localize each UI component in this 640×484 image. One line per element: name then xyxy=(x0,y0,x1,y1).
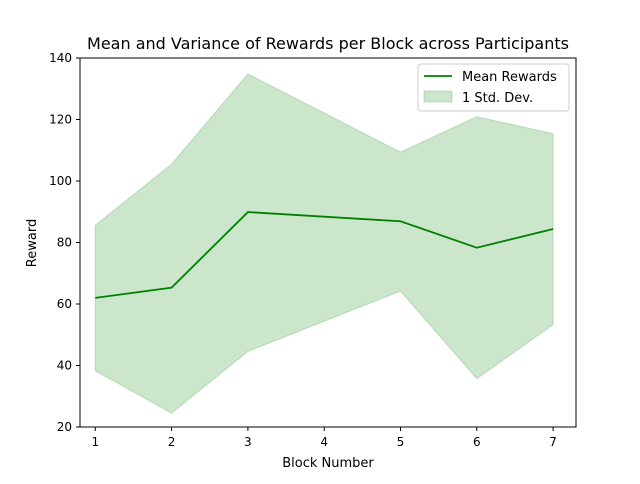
y-tick-label: 60 xyxy=(57,297,72,311)
x-axis-ticks: 1 2 3 4 5 6 7 xyxy=(91,427,557,449)
y-tick-label: 20 xyxy=(57,420,72,434)
x-axis-label: Block Number xyxy=(282,456,374,471)
legend-std-dev-swatch xyxy=(423,90,453,103)
x-tick-label: 7 xyxy=(549,435,557,449)
y-tick-label: 100 xyxy=(49,174,72,188)
y-tick-label: 120 xyxy=(49,113,72,127)
y-tick-label: 80 xyxy=(57,236,72,250)
y-axis-label: Reward xyxy=(25,219,40,267)
x-tick-label: 4 xyxy=(320,435,328,449)
plot-area: 1 2 3 4 5 6 7 20 40 60 80 100 120 140 xyxy=(49,51,577,449)
legend-std-dev-label: 1 Std. Dev. xyxy=(462,91,533,106)
x-tick-label: 2 xyxy=(168,435,176,449)
legend: Mean Rewards 1 Std. Dev. xyxy=(417,63,570,112)
y-tick-label: 40 xyxy=(57,359,72,373)
std-dev-band xyxy=(94,73,554,414)
x-tick-label: 6 xyxy=(473,435,481,449)
y-tick-label: 140 xyxy=(49,51,72,65)
y-axis-ticks: 20 40 60 80 100 120 140 xyxy=(49,51,80,434)
mean-rewards-line xyxy=(95,211,554,299)
chart-title: Mean and Variance of Rewards per Block a… xyxy=(87,34,569,53)
legend-box xyxy=(417,63,570,112)
x-tick-label: 5 xyxy=(397,435,405,449)
legend-mean-rewards-label: Mean Rewards xyxy=(462,70,557,85)
x-tick-label: 3 xyxy=(244,435,252,449)
x-tick-label: 1 xyxy=(91,435,99,449)
